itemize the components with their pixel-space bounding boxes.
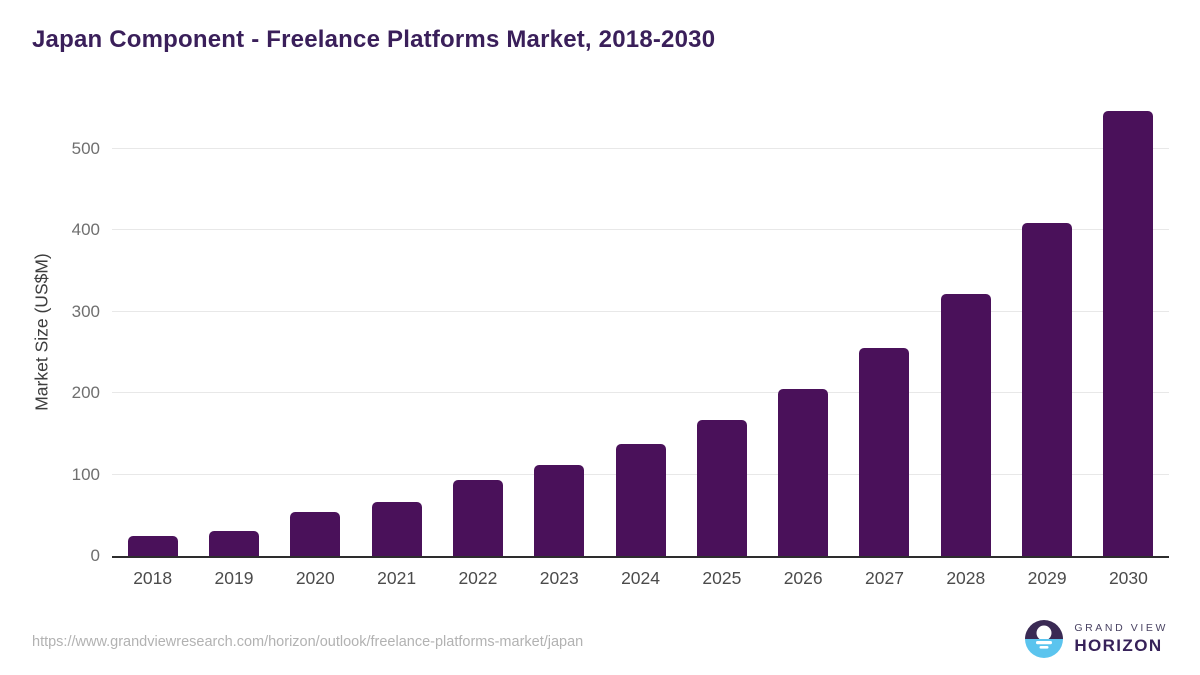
bar-slot-2019 — [193, 100, 274, 556]
bar-2030[interactable] — [1103, 111, 1154, 556]
gridline-400 — [112, 229, 1169, 231]
bar-slot-2022 — [437, 100, 518, 556]
bar-2025[interactable] — [696, 420, 747, 556]
x-tick-label-2021: 2021 — [377, 568, 417, 588]
bar-slot-2021 — [356, 100, 437, 556]
x-tick-label-2029: 2029 — [1027, 568, 1067, 588]
bar-series — [112, 100, 1169, 556]
bar-slot-2028 — [925, 100, 1006, 556]
bar-chart-plot-area — [112, 100, 1169, 558]
bar-slot-2026 — [763, 100, 844, 556]
bar-2027[interactable] — [859, 347, 910, 556]
grand-view-horizon-logo: GRAND VIEW HORIZON — [1025, 620, 1168, 658]
bar-2023[interactable] — [534, 464, 585, 556]
x-tick-label-2027: 2027 — [865, 568, 904, 588]
bar-2024[interactable] — [615, 444, 666, 556]
bar-2020[interactable] — [290, 512, 341, 556]
bar-2018[interactable] — [127, 535, 178, 556]
x-tick-label-2019: 2019 — [214, 568, 254, 588]
bar-slot-2027 — [844, 100, 925, 556]
logo-product-name: HORIZON — [1074, 636, 1163, 655]
x-tick-label-2028: 2028 — [946, 568, 986, 588]
bar-slot-2030 — [1088, 100, 1169, 556]
y-tick-label-100: 100 — [71, 464, 100, 484]
x-tick-label-2025: 2025 — [702, 568, 742, 588]
bar-slot-2025 — [681, 100, 762, 556]
logo-brand-name: GRAND VIEW — [1074, 622, 1168, 634]
y-tick-label-400: 400 — [71, 220, 100, 240]
x-tick-label-2020: 2020 — [295, 568, 335, 588]
gridline-200 — [112, 392, 1169, 394]
logo-text: GRAND VIEW HORIZON — [1074, 622, 1168, 656]
x-tick-label-2022: 2022 — [458, 568, 498, 588]
x-axis-tick-labels: 2018 2019 2020 2021 2022 2023 2024 2025 2026 2027… — [112, 568, 1169, 589]
bar-2028[interactable] — [940, 293, 991, 556]
x-tick-label-2018: 2018 — [133, 568, 173, 588]
horizon-sun-icon — [1025, 620, 1064, 658]
bar-2026[interactable] — [778, 389, 829, 556]
bar-slot-2029 — [1006, 100, 1087, 556]
x-tick-label-2026: 2026 — [783, 568, 823, 588]
gridline-300 — [112, 310, 1169, 312]
bar-slot-2024 — [600, 100, 681, 556]
y-tick-label-0: 0 — [90, 546, 100, 565]
chart-title: Japan Component - Freelance Platforms Ma… — [32, 26, 716, 53]
bar-2022[interactable] — [452, 479, 503, 556]
y-tick-label-500: 500 — [71, 138, 100, 158]
bar-slot-2023 — [519, 100, 600, 556]
x-tick-label-2030: 2030 — [1108, 568, 1148, 588]
x-tick-label-2024: 2024 — [621, 568, 660, 588]
y-tick-label-200: 200 — [71, 383, 100, 403]
bar-2029[interactable] — [1022, 223, 1073, 556]
bar-slot-2018 — [112, 100, 193, 556]
x-tick-label-2023: 2023 — [539, 568, 579, 588]
bar-2019[interactable] — [208, 530, 259, 556]
y-tick-label-300: 300 — [71, 301, 100, 321]
gridline-500 — [112, 147, 1169, 149]
source-url: https://www.grandviewresearch.com/horizo… — [32, 634, 584, 650]
bar-slot-2020 — [275, 100, 356, 556]
bar-2021[interactable] — [371, 502, 422, 556]
